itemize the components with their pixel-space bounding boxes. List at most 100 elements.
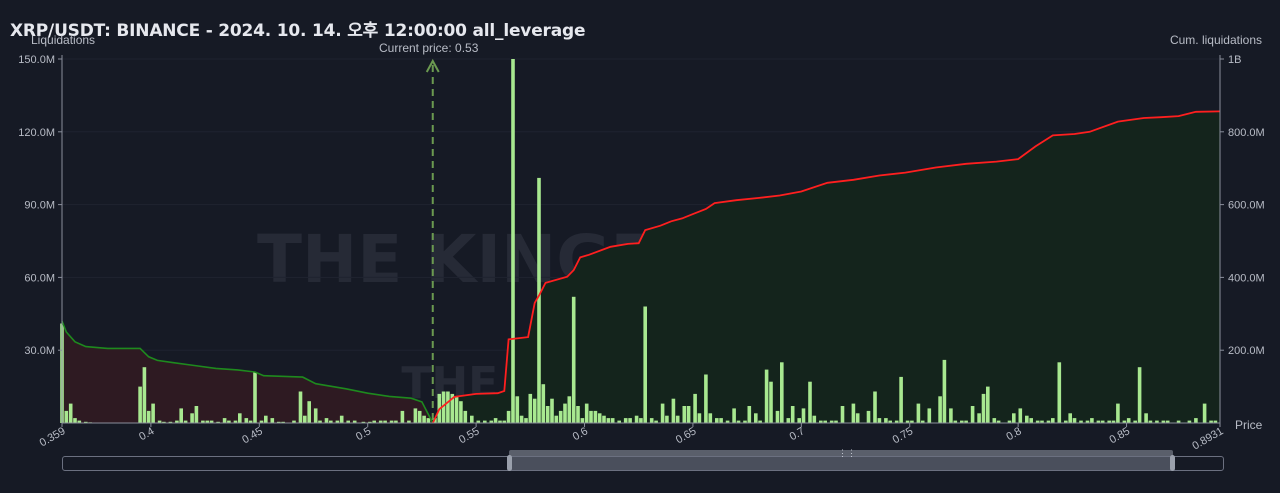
liquidation-bar bbox=[1068, 413, 1072, 423]
y-tick-label-right: 800.0M bbox=[1228, 127, 1265, 139]
liquidation-bar bbox=[606, 418, 611, 423]
liquidation-bar bbox=[1137, 367, 1142, 423]
cum-areas bbox=[62, 111, 1220, 424]
liquidation-bar bbox=[554, 415, 559, 423]
liquidation-bar bbox=[1025, 415, 1029, 423]
liquidation-bar bbox=[142, 367, 147, 423]
liquidation-bar bbox=[747, 406, 752, 423]
liquidation-bar bbox=[194, 406, 199, 423]
scrollbar-handle-right[interactable] bbox=[1170, 455, 1175, 471]
y-tick-label-left: 150.0M bbox=[18, 54, 55, 66]
liquidation-bar bbox=[899, 376, 903, 423]
y-axis-right-label: Cum. liquidations bbox=[1169, 33, 1262, 47]
liquidation-bar bbox=[563, 403, 567, 423]
liquidation-bar bbox=[378, 420, 383, 423]
y-tick-label-right: 600.0M bbox=[1228, 200, 1265, 212]
liquidation-bar bbox=[1165, 420, 1170, 423]
liquidation-bar bbox=[704, 374, 708, 423]
liquidation-bar bbox=[175, 420, 179, 423]
liquidation-bar bbox=[303, 415, 307, 423]
liquidation-bar bbox=[851, 403, 856, 423]
liquidation-bar bbox=[797, 418, 801, 423]
liquidation-bar bbox=[324, 418, 329, 423]
liquidation-bar bbox=[634, 415, 639, 423]
liquidation-bar bbox=[1057, 362, 1062, 423]
liquidation-bar bbox=[916, 403, 921, 423]
liquidation-bar bbox=[205, 420, 210, 423]
liquidation-bar bbox=[511, 59, 515, 423]
scrollbar-thumb-top[interactable] bbox=[509, 450, 1173, 456]
liquidation-bar bbox=[227, 420, 231, 423]
liquidation-bar bbox=[708, 413, 713, 423]
liquidation-bar bbox=[417, 410, 422, 423]
liquidation-bar bbox=[693, 393, 697, 423]
x-tick-label: 0.75 bbox=[891, 425, 916, 446]
liquidation-bar bbox=[866, 410, 871, 423]
liquidation-bar bbox=[441, 391, 446, 423]
liquidation-bar bbox=[1187, 420, 1192, 423]
liquidation-bar bbox=[541, 384, 546, 423]
liquidation-bar bbox=[610, 418, 615, 423]
liquidation-bar bbox=[238, 413, 242, 423]
liquidation-bar bbox=[775, 410, 780, 423]
liquidation-bar bbox=[1035, 420, 1040, 423]
liquidation-bar bbox=[732, 408, 736, 423]
liquidation-bar bbox=[949, 408, 953, 423]
cum-lines bbox=[61, 110, 1220, 424]
liquidation-bar bbox=[483, 420, 487, 423]
liquidation-bar bbox=[389, 420, 394, 423]
liquidation-bar bbox=[335, 420, 340, 423]
liquidation-bar bbox=[157, 420, 162, 423]
liquidation-bar bbox=[873, 391, 877, 423]
liquidation-bar bbox=[183, 420, 188, 423]
range-scrollbar[interactable]: ⋮⋮ bbox=[62, 449, 1224, 471]
liquidation-bar bbox=[786, 418, 791, 423]
x-tick-label: 0.5 bbox=[354, 425, 373, 443]
grip-icon[interactable]: ⋮⋮ bbox=[838, 448, 856, 458]
liquidation-bar bbox=[1064, 420, 1068, 423]
axes bbox=[61, 55, 1221, 424]
x-axis-label: Price bbox=[1235, 418, 1263, 432]
y-ticks-left: 30.0M 60.0M 90.0M 120.0M 150.0M bbox=[18, 54, 62, 357]
chart-title: XRP/USDT: BINANCE - 2024. 10. 14. 오후 12:… bbox=[10, 21, 586, 41]
liquidation-bar bbox=[567, 396, 572, 423]
liquidation-bar bbox=[515, 396, 520, 423]
liquidation-bar bbox=[253, 372, 257, 423]
liquidation-bar bbox=[905, 420, 910, 423]
liquidation-bar bbox=[248, 420, 253, 423]
y-axis-left-label: Liquidations bbox=[31, 33, 96, 47]
x-tick-label: 0.55 bbox=[457, 425, 482, 446]
liquidation-bar bbox=[73, 418, 77, 423]
long-cum-area bbox=[62, 321, 433, 423]
liquidation-bar bbox=[840, 406, 845, 423]
liquidation-bar bbox=[329, 420, 333, 423]
liquidation-bar bbox=[580, 418, 585, 423]
liquidation-bar bbox=[532, 398, 537, 423]
scrollbar-handle-left[interactable] bbox=[507, 455, 512, 471]
liquidation-bar bbox=[977, 413, 981, 423]
liquidation-bar bbox=[383, 420, 387, 423]
short-cum-area bbox=[432, 111, 1220, 424]
liquidation-bar bbox=[623, 418, 628, 423]
scrollbar-thumb[interactable] bbox=[509, 457, 1173, 470]
liquidation-bar bbox=[339, 415, 344, 423]
short-cum-line bbox=[431, 110, 1220, 424]
liquidation-bar bbox=[450, 393, 455, 423]
current-price-marker bbox=[425, 58, 440, 423]
liquidation-bar bbox=[463, 410, 468, 423]
liquidation-bar bbox=[764, 369, 769, 423]
liquidation-bar bbox=[829, 420, 834, 423]
liquidation-bar bbox=[524, 418, 528, 423]
liquidation-bar bbox=[589, 410, 593, 423]
liquidation-bar bbox=[1040, 420, 1044, 423]
liquidation-bar bbox=[77, 420, 82, 423]
liquidation-bar bbox=[780, 362, 784, 423]
liquidation-bar bbox=[298, 391, 303, 423]
liquidation-bar bbox=[1176, 420, 1181, 423]
liquidation-bar bbox=[953, 420, 958, 423]
liquidation-bar bbox=[537, 177, 541, 423]
liquidation-bar bbox=[422, 415, 426, 423]
liquidation-bar bbox=[519, 415, 524, 423]
liquidation-bar bbox=[812, 415, 817, 423]
liquidation-bar bbox=[888, 420, 892, 423]
